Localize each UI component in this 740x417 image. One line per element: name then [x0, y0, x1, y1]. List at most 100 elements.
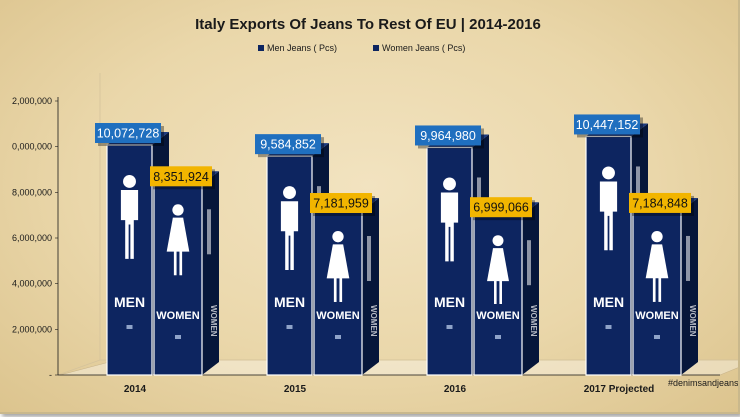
bar-side-face	[522, 202, 539, 375]
man-icon-body	[120, 190, 139, 259]
braille-dots	[446, 325, 453, 329]
side-icon-faint	[207, 209, 211, 255]
men-data-label: 9,584,852	[255, 134, 324, 158]
women-bar: WOMEN WOMEN	[153, 171, 219, 376]
woman-icon-head	[651, 230, 663, 243]
x-axis: 2014 2015 2016 2017 Projected	[58, 374, 720, 395]
women-sign-text: WOMEN	[316, 310, 359, 322]
woman-icon-dress	[487, 248, 509, 282]
y-tick-label: 6,000,000	[12, 233, 52, 243]
woman-icon-leg	[494, 280, 497, 305]
data-label-box	[255, 134, 321, 155]
woman-icon-leg	[333, 277, 337, 302]
legend-swatch-men	[258, 45, 264, 51]
women-sign-text: WOMEN	[476, 310, 519, 322]
y-tick-label: 4,000,000	[12, 279, 52, 289]
y-tick-label: 8,000,000	[12, 187, 52, 197]
braille-dots	[654, 335, 660, 339]
women-bar: WOMEN WOMEN	[313, 198, 379, 376]
braille-dots	[126, 325, 133, 329]
woman-icon-head	[332, 231, 344, 243]
woman-icon-head	[172, 204, 184, 216]
man-icon-head	[123, 175, 136, 188]
man-icon-head	[602, 166, 615, 180]
men-data-label: 10,072,728	[95, 123, 164, 147]
data-label-text: 7,181,959	[313, 197, 369, 211]
side-icon-faint	[367, 236, 371, 282]
braille-dots	[175, 335, 181, 339]
women-sign-text: WOMEN	[156, 310, 199, 322]
data-label-box	[470, 197, 532, 218]
man-icon-body	[599, 181, 618, 251]
women-data-label: 7,181,959	[310, 193, 375, 217]
data-label-text: 9,964,980	[420, 129, 476, 143]
side-sign-text: WOMEN	[529, 305, 538, 337]
data-label-box	[310, 193, 372, 214]
y-tick-label: 2,000,000	[12, 96, 52, 106]
data-label-box	[574, 114, 640, 135]
woman-icon-leg	[658, 277, 662, 302]
legend-women-label: Women Jeans ( Pcs)	[382, 43, 465, 53]
bar-front-face	[153, 183, 203, 376]
men-data-label: 9,964,980	[415, 125, 484, 149]
bar-side-face	[681, 197, 698, 375]
watermark-text: #denimsandjeans	[668, 378, 738, 388]
women-bar: WOMEN WOMEN	[473, 202, 539, 376]
x-category-label: 2014	[124, 384, 147, 395]
legend: Men Jeans ( Pcs) Women Jeans ( Pcs)	[258, 43, 465, 53]
y-tick-label: -	[49, 370, 52, 380]
data-label-text: 8,351,924	[153, 170, 209, 184]
side-sign-text: WOMEN	[688, 305, 697, 337]
side-sign-text: WOMEN	[209, 305, 218, 337]
braille-dots	[335, 335, 341, 339]
women-data-label: 7,184,848	[629, 192, 694, 216]
chart-title: Italy Exports Of Jeans To Rest Of EU | 2…	[195, 16, 541, 33]
side-icon-faint	[686, 235, 690, 281]
legend-swatch-women	[373, 45, 379, 51]
men-sign-text: MEN	[434, 294, 465, 310]
braille-dots	[495, 335, 501, 339]
women-sign-text: WOMEN	[635, 310, 678, 322]
bar-side-face	[202, 171, 219, 375]
woman-icon-dress	[645, 244, 669, 279]
data-label-box	[95, 123, 161, 144]
women-data-label: 6,999,066	[470, 197, 535, 221]
woman-icon-leg	[499, 280, 502, 305]
woman-icon-leg	[173, 250, 177, 276]
men-sign-text: MEN	[114, 294, 145, 310]
side-sign-text: WOMEN	[369, 305, 378, 337]
legend-men-label: Men Jeans ( Pcs)	[267, 43, 337, 53]
men-sign-text: MEN	[274, 294, 305, 310]
x-category-label: 2016	[444, 384, 467, 395]
woman-icon-head	[492, 235, 504, 247]
woman-icon-dress	[326, 244, 350, 279]
man-icon-head	[283, 186, 296, 200]
x-category-label: 2015	[284, 384, 307, 395]
side-icon-faint	[527, 240, 531, 286]
braille-dots	[286, 325, 293, 329]
woman-icon-dress	[166, 217, 190, 252]
x-category-label: 2017 Projected	[584, 384, 655, 395]
braille-dots	[605, 325, 612, 329]
woman-icon-leg	[339, 277, 343, 302]
data-label-text: 10,447,152	[576, 118, 639, 132]
woman-icon-leg	[179, 250, 183, 276]
y-axis: 2,000,000 0,000,000 8,000,000 6,000,000 4,00…	[12, 96, 59, 380]
y-tick-label: 0,000,000	[12, 142, 52, 152]
bars: MEN WOMEN WOMEN MEN WOMEN WOMEN MEN WOMEN WOMEN M…	[106, 123, 698, 376]
data-label-text: 10,072,728	[97, 127, 160, 141]
man-icon-body	[280, 201, 299, 270]
data-label-text: 9,584,852	[260, 138, 316, 152]
data-label-box	[150, 166, 212, 187]
bar-side-face	[362, 198, 379, 375]
data-label-box	[629, 192, 691, 213]
women-bar: WOMEN WOMEN	[632, 197, 698, 376]
data-label-box	[415, 125, 481, 146]
y-tick-label: 2,000,000	[12, 324, 52, 334]
data-labels: 10,072,728 8,351,924 9,584,852 7,181,959 9,9…	[95, 114, 694, 221]
data-label-text: 6,999,066	[473, 201, 529, 215]
man-icon-body	[440, 192, 459, 262]
bar-front-face	[266, 155, 313, 376]
